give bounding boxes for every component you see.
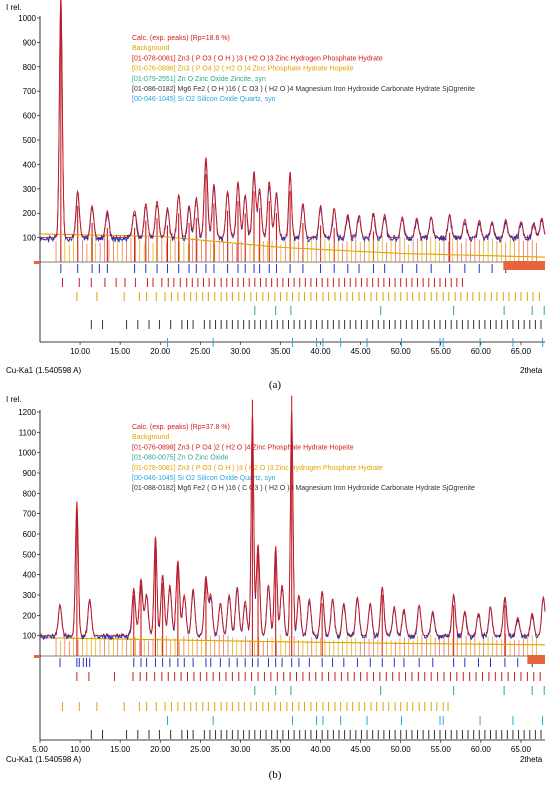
calculated-pattern-line bbox=[40, 0, 546, 239]
y-tick-label: 700 bbox=[23, 510, 37, 519]
background-line bbox=[39, 233, 546, 258]
x-tick-label: 40.00 bbox=[311, 745, 332, 754]
panel-a-caption: (a) bbox=[269, 379, 282, 391]
background-line bbox=[39, 637, 546, 646]
x-tick-label: 55.00 bbox=[431, 745, 452, 754]
legend-entry: [01-079-2551] Zn O Zinc Oxide Zincite, s… bbox=[132, 76, 266, 83]
range-marker-left bbox=[34, 655, 40, 658]
x-tick-label: 35.00 bbox=[270, 745, 291, 754]
panel-b-ylabel: I rel. bbox=[6, 395, 22, 404]
y-tick-label: 1200 bbox=[18, 408, 36, 417]
panel-b-caption: (b) bbox=[269, 769, 282, 781]
x-tick-label: 45.00 bbox=[351, 347, 372, 356]
panel-b-chart: I rel. Cu-Ka1 (1.540598 A) 2theta (b) 10… bbox=[6, 395, 546, 781]
y-tick-label: 900 bbox=[23, 38, 37, 47]
x-tick-label: 25.00 bbox=[190, 347, 211, 356]
legend-entry: Calc. (exp. peaks) (Rp=18.6 %) bbox=[132, 35, 230, 42]
calculated-pattern-line bbox=[40, 412, 546, 637]
y-tick-label: 400 bbox=[23, 571, 37, 580]
y-tick-label: 700 bbox=[23, 87, 37, 96]
y-tick-label: 1000 bbox=[18, 14, 36, 23]
y-tick-label: 1000 bbox=[18, 449, 36, 458]
x-tick-label: 60.00 bbox=[471, 745, 492, 754]
legend-entry: [01-076-0898] Zn3 ( P O4 )2 ( H2 O )4 Zi… bbox=[132, 444, 354, 451]
x-tick-label: 40.00 bbox=[311, 347, 332, 356]
legend-entry: Background bbox=[132, 45, 169, 52]
legend-entry: [01-088-0182] Mg6 Fe2 ( O H )16 ( C O3 )… bbox=[132, 485, 475, 492]
x-tick-label: 20.00 bbox=[150, 745, 171, 754]
legend-entry: [01-086-0182] Mg6 Fe2 ( O H )16 ( C O3 )… bbox=[132, 86, 475, 93]
panel-a-xlabel: 2theta bbox=[520, 366, 543, 375]
x-tick-label: 5.00 bbox=[32, 745, 48, 754]
panel-b-wavelength-label: Cu-Ka1 (1.540598 A) bbox=[6, 755, 81, 764]
y-tick-label: 1100 bbox=[19, 428, 37, 437]
legend-entry: [01-080-0075] Zn O Zinc Oxide bbox=[132, 455, 229, 462]
legend-entry: [01-076-0896] Zn3 ( P O4 )2 ( H2 O )4 Zi… bbox=[132, 66, 354, 73]
panel-a-wavelength-label: Cu-Ka1 (1.540598 A) bbox=[6, 366, 81, 375]
x-tick-label: 35.00 bbox=[270, 347, 291, 356]
y-tick-label: 500 bbox=[23, 136, 37, 145]
x-tick-label: 15.00 bbox=[110, 347, 131, 356]
x-tick-label: 15.00 bbox=[110, 745, 131, 754]
x-tick-label: 65.00 bbox=[511, 347, 532, 356]
y-tick-label: 800 bbox=[23, 63, 37, 72]
y-tick-label: 100 bbox=[23, 632, 37, 641]
x-tick-label: 20.00 bbox=[150, 347, 171, 356]
legend-entry: [00-046-1045] Si O2 Silicon Oxide Quartz… bbox=[132, 475, 276, 482]
highlight-range-bar bbox=[503, 261, 545, 270]
x-tick-label: 10.00 bbox=[70, 347, 91, 356]
y-tick-label: 200 bbox=[23, 209, 37, 218]
x-tick-label: 25.00 bbox=[190, 745, 211, 754]
y-tick-label: 900 bbox=[23, 469, 37, 478]
panel-b-xlabel: 2theta bbox=[520, 755, 543, 764]
legend-entry: [00-046-1045] Si O2 Silicon Oxide Quartz… bbox=[132, 96, 276, 103]
x-tick-label: 55.00 bbox=[431, 347, 452, 356]
legend-entry: [01-078-0081] Zn3 ( P O3 ( O H ) )3 ( H2… bbox=[132, 55, 383, 62]
y-tick-label: 600 bbox=[23, 112, 37, 121]
x-tick-label: 65.00 bbox=[511, 745, 532, 754]
y-tick-label: 400 bbox=[23, 160, 37, 169]
x-tick-label: 10.00 bbox=[70, 745, 91, 754]
x-tick-label: 45.00 bbox=[351, 745, 372, 754]
y-tick-label: 100 bbox=[23, 234, 37, 243]
y-tick-label: 300 bbox=[23, 185, 37, 194]
highlight-range-bar bbox=[527, 655, 545, 664]
x-tick-label: 60.00 bbox=[471, 347, 492, 356]
legend-entry: Background bbox=[132, 434, 169, 441]
y-tick-label: 500 bbox=[23, 550, 37, 559]
panel-a-chart: I rel. Cu-Ka1 (1.540598 A) 2theta (a) 10… bbox=[6, 0, 546, 391]
y-tick-label: 200 bbox=[23, 611, 37, 620]
y-tick-label: 800 bbox=[23, 489, 37, 498]
panel-a-ylabel: I rel. bbox=[6, 3, 22, 12]
x-tick-label: 30.00 bbox=[230, 347, 251, 356]
y-tick-label: 300 bbox=[23, 591, 37, 600]
legend-entry: [01-078-0081] Zn3 ( P O3 ( O H ) )3 ( H2… bbox=[132, 465, 383, 472]
legend-entry: Calc. (exp. peaks) (Rp=37.8 %) bbox=[132, 424, 230, 431]
y-tick-label: 600 bbox=[23, 530, 37, 539]
x-tick-label: 30.00 bbox=[230, 745, 251, 754]
range-marker-left bbox=[34, 261, 40, 264]
x-tick-label: 50.00 bbox=[391, 745, 412, 754]
x-tick-label: 50.00 bbox=[391, 347, 412, 356]
